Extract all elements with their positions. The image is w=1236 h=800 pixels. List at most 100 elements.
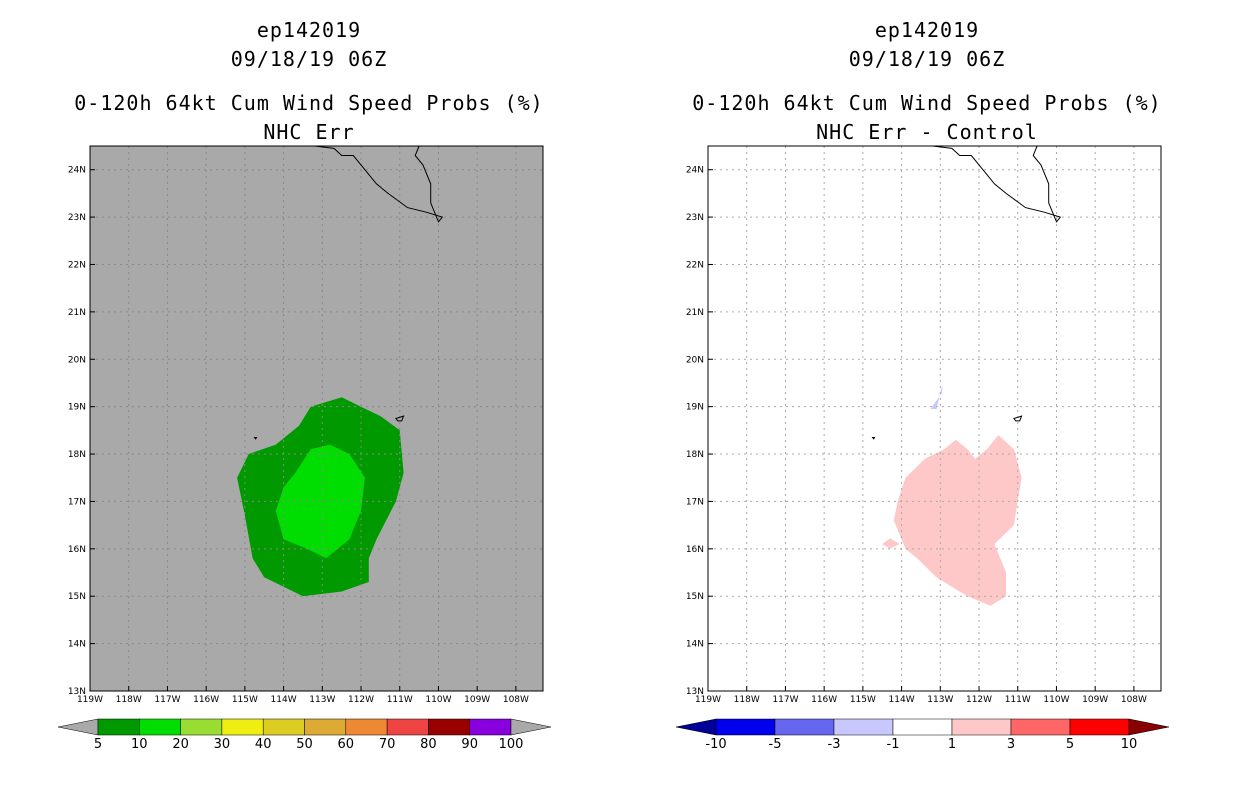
tick-label-y: 18N [68, 450, 86, 460]
storm-id: ep142019 [874, 18, 980, 42]
tick-label-y: 24N [68, 166, 86, 176]
contour-10-20 [275, 444, 365, 559]
tick-label-x: 112W [348, 695, 374, 705]
colorbar-label: 80 [420, 737, 437, 752]
colorbar-over-arrow [1128, 718, 1170, 736]
colorbar-label: 10 [131, 737, 148, 752]
tick-label-y: 16N [68, 545, 86, 555]
colorbar-label: -1 [887, 737, 900, 752]
tick-label-y: 20N [686, 355, 704, 365]
tick-label-y: 17N [68, 497, 86, 507]
tick-label-x: 108W [503, 695, 529, 705]
tick-label-y: 14N [686, 640, 704, 650]
chart-title: 0-120h 64kt Cum Wind Speed Probs (%) [692, 91, 1162, 115]
tick-label-y: 22N [686, 260, 704, 270]
colorbar-label: 60 [338, 737, 355, 752]
tick-label-x: 110W [1043, 695, 1069, 705]
tick-label-y: 21N [68, 308, 86, 318]
colorbar-swatch [715, 718, 776, 736]
baja-coastline [932, 145, 1062, 223]
tick-label-y: 19N [68, 403, 86, 413]
colorbar-label: -10 [705, 737, 726, 752]
tick-label-x: 117W [154, 695, 180, 705]
tick-label-x: 119W [695, 695, 721, 705]
colorbar-label: 10 [1121, 737, 1138, 752]
contour-1-3 [882, 538, 900, 549]
storm-id: ep142019 [256, 18, 362, 42]
colorbar-swatch [304, 718, 347, 736]
chart-title: 0-120h 64kt Cum Wind Speed Probs (%) [74, 91, 544, 115]
tick-label-x: 109W [1082, 695, 1108, 705]
tick-label-y: 13N [686, 687, 704, 697]
socorro-island [1013, 415, 1023, 422]
contour-layer [882, 385, 1022, 606]
tick-label-x: 111W [1005, 695, 1031, 705]
colorbar-swatch [97, 718, 140, 736]
colorbar-swatch [428, 718, 470, 736]
tick-label-x: 110W [425, 695, 451, 705]
tick-label-y: 19N [686, 403, 704, 413]
tick-label-y: 15N [686, 592, 704, 602]
tick-label-y: 17N [686, 497, 704, 507]
colorbar-label: 5 [1066, 737, 1074, 752]
contour--3--1 [930, 385, 943, 409]
colorbar-label: 40 [255, 737, 272, 752]
tick-label-y: 13N [68, 687, 86, 697]
plot-nhc-err: 119W 118W 117W 116W 115W 114W 113W 112W 111W 110W… [57, 145, 552, 752]
colorbar-swatch [221, 718, 264, 736]
plot-background [708, 146, 1161, 691]
tick-label-y: 21N [686, 308, 704, 318]
tick-label-x: 118W [116, 695, 142, 705]
colorbar-swatch [892, 718, 953, 736]
datetime: 09/18/19 06Z [230, 47, 388, 71]
colorbar-label: 1 [948, 737, 956, 752]
colorbar-label: 50 [296, 737, 313, 752]
colorbar-swatch [262, 718, 305, 736]
colorbar-label: 3 [1007, 737, 1015, 752]
tick-label-y: 16N [686, 545, 704, 555]
chart-panel-nhc-err: ep142019 09/18/19 06Z 0-120h 64kt Cum Wi… [57, 18, 552, 752]
plot-frame [89, 145, 544, 692]
colorbar-swatch [469, 718, 512, 736]
tick-label-x: 117W [772, 695, 798, 705]
clarion-island [253, 437, 258, 440]
colorbar-over-arrow [510, 718, 552, 736]
tick-label-x: 115W [232, 695, 258, 705]
plot-frame [707, 145, 1162, 692]
tick-label-x: 113W [927, 695, 953, 705]
colorbar-label: 5 [94, 737, 102, 752]
tick-label-x: 119W [77, 695, 103, 705]
tick-label-y: 20N [68, 355, 86, 365]
chart-panel-nhc-err-control: ep142019 09/18/19 06Z 0-120h 64kt Cum Wi… [618, 0, 1236, 800]
colorbar-swatch [1010, 718, 1071, 736]
tick-label-y: 23N [68, 213, 86, 223]
colorbar-swatch [774, 718, 835, 736]
colorbar-swatch [386, 718, 429, 736]
contour-1-3 [893, 435, 1022, 606]
tick-label-x: 115W [850, 695, 876, 705]
colorbar-under-arrow [57, 718, 99, 736]
colorbar-swatch [139, 718, 181, 736]
colorbar-label: -5 [769, 737, 782, 752]
clarion-island [871, 437, 876, 440]
colorbar-label: -3 [828, 737, 841, 752]
tick-label-x: 112W [966, 695, 992, 705]
colorbar-label: 20 [172, 737, 189, 752]
colorbar-swatch [1069, 718, 1130, 736]
tick-label-x: 116W [811, 695, 837, 705]
chart-subtitle: NHC Err - Control [816, 120, 1038, 144]
colorbar-swatch [833, 718, 894, 736]
baja-coastline [314, 145, 444, 223]
colorbar-under-arrow [675, 718, 717, 736]
tick-label-x: 116W [193, 695, 219, 705]
contour-layer [237, 397, 404, 597]
tick-label-y: 23N [686, 213, 704, 223]
colorbar-label: 90 [461, 737, 478, 752]
colorbar-swatch [180, 718, 223, 736]
tick-label-y: 24N [686, 166, 704, 176]
tick-label-x: 111W [387, 695, 413, 705]
colorbar-swatch [345, 718, 388, 736]
colorbar-label: 30 [214, 737, 231, 752]
plot-nhc-err-control: 119W 118W 117W 116W 115W 114W 113W 112W 111W 110W… [675, 145, 1170, 752]
tick-label-y: 15N [68, 592, 86, 602]
